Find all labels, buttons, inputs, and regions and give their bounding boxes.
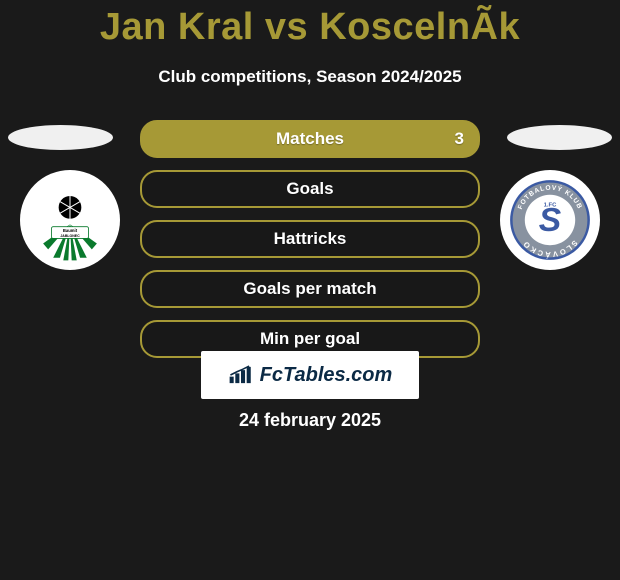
stat-label: Goals per match	[142, 272, 478, 306]
fctables-logo-card: FcTables.com	[201, 351, 419, 399]
stat-row-goals-per-match: Goals per match	[140, 270, 480, 308]
stat-label: Matches	[142, 122, 478, 156]
bar-chart-icon	[228, 364, 254, 386]
comparison-card: Jan Kral vs KoscelnÃk Club competitions,…	[0, 0, 620, 580]
left-club-badge: Baumit JABLONEC	[20, 170, 120, 270]
brand-text: FcTables.com	[260, 364, 393, 387]
right-club-badge: S FOTBALOVÝ KLUB SLOVÁCKO 1.FC	[500, 170, 600, 270]
svg-text:Baumit: Baumit	[63, 228, 78, 233]
stat-label: Hattricks	[142, 222, 478, 256]
svg-text:JABLONEC: JABLONEC	[60, 234, 80, 238]
page-title: Jan Kral vs KoscelnÃk	[0, 0, 620, 49]
snapshot-date: 24 february 2025	[0, 410, 620, 431]
stat-row-hattricks: Hattricks	[140, 220, 480, 258]
stat-row-goals: Goals	[140, 170, 480, 208]
stat-value: 3	[455, 122, 464, 156]
slovacko-icon: S FOTBALOVÝ KLUB SLOVÁCKO 1.FC	[508, 178, 592, 262]
jablonec-icon: Baumit JABLONEC	[28, 178, 112, 262]
svg-text:1.FC: 1.FC	[544, 203, 557, 209]
left-player-oval	[8, 125, 113, 150]
stat-row-matches: Matches 3	[140, 120, 480, 158]
right-player-oval	[507, 125, 612, 150]
stat-pill-list: Matches 3 Goals Hattricks Goals per matc…	[140, 120, 480, 370]
page-subtitle: Club competitions, Season 2024/2025	[0, 67, 620, 87]
stat-label: Goals	[142, 172, 478, 206]
